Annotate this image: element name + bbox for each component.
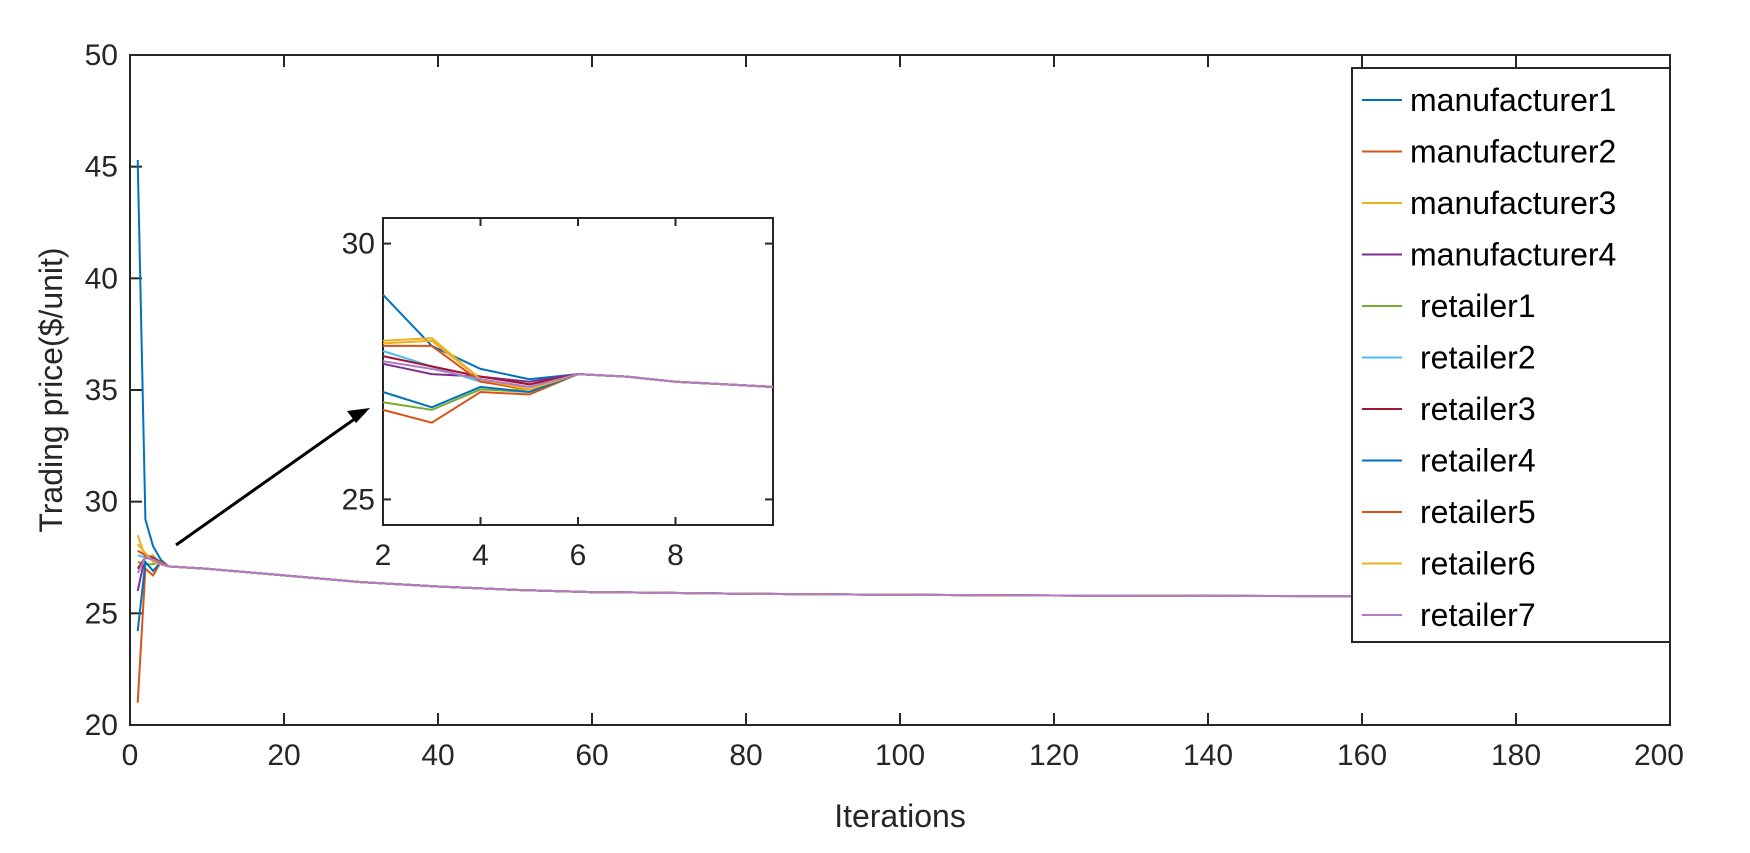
legend-item-manufacturer4: manufacturer4	[1362, 237, 1616, 273]
y-tick-label: 20	[85, 709, 118, 742]
legend-label: manufacturer1	[1410, 82, 1616, 118]
legend-label: retailer6	[1420, 546, 1536, 582]
legend-item-retailer6: retailer6	[1362, 546, 1536, 582]
legend-item-retailer2: retailer2	[1362, 340, 1536, 376]
x-axis-label: Iterations	[834, 798, 966, 834]
zoom-inset: 25 30 2 4 6 8	[342, 217, 774, 572]
legend-item-retailer5: retailer5	[1362, 494, 1536, 530]
inset-axes: 25 30 2 4 6 8	[342, 218, 773, 572]
inset-x-tick-label: 4	[472, 539, 489, 572]
legend-label: manufacturer4	[1410, 237, 1616, 273]
legend-label: manufacturer3	[1410, 185, 1616, 221]
inset-x-tick-label: 8	[667, 539, 684, 572]
series-line-retailer7	[136, 556, 1671, 598]
y-tick-label: 40	[85, 262, 118, 295]
zoom-arrow-line	[175, 416, 357, 547]
x-tick-label: 180	[1491, 739, 1541, 772]
inset-x-tick-label: 2	[375, 539, 392, 572]
x-tick-label: 140	[1183, 739, 1233, 772]
x-tick-label: 200	[1634, 739, 1684, 772]
y-tick-label: 25	[85, 597, 118, 630]
legend-label: retailer4	[1420, 443, 1536, 479]
inset-series-lines	[382, 294, 774, 424]
x-tick-label: 120	[1029, 739, 1079, 772]
legend-item-manufacturer2: manufacturer2	[1362, 134, 1616, 170]
legend-label: retailer1	[1420, 288, 1536, 324]
y-tick-label: 35	[85, 374, 118, 407]
legend-item-retailer7: retailer7	[1362, 597, 1536, 633]
legend-box	[1351, 67, 1671, 643]
legend-label: retailer5	[1420, 494, 1536, 530]
legend-item-retailer3: retailer3	[1362, 391, 1536, 427]
inset-y-tick-label: 30	[342, 228, 375, 261]
legend-label: retailer2	[1420, 340, 1536, 376]
y-tick-label: 30	[85, 486, 118, 519]
legend-item-manufacturer3: manufacturer3	[1362, 185, 1616, 221]
inset-y-tick-label: 25	[342, 483, 375, 516]
y-tick-label: 45	[85, 151, 118, 184]
legend-item-manufacturer1: manufacturer1	[1362, 82, 1616, 118]
x-tick-label: 40	[421, 739, 454, 772]
zoom-arrow-head	[347, 408, 370, 423]
legend-label: manufacturer2	[1410, 134, 1616, 170]
y-axis-label: Trading price($/unit)	[33, 247, 69, 532]
legend: manufacturer1 manufacturer2 manufacturer3 m…	[1351, 67, 1671, 643]
x-tick-label: 100	[875, 739, 925, 772]
inset-series-line-retailer7	[382, 360, 774, 388]
legend-label: retailer3	[1420, 391, 1536, 427]
legend-item-retailer1: retailer1	[1362, 288, 1536, 324]
legend-label: retailer7	[1420, 597, 1536, 633]
legend-item-retailer4: retailer4	[1362, 443, 1536, 479]
inset-x-tick-label: 6	[570, 539, 587, 572]
x-tick-label: 80	[729, 739, 762, 772]
x-tick-label: 20	[267, 739, 300, 772]
x-tick-label: 0	[122, 739, 139, 772]
series-lines	[136, 159, 1671, 703]
x-tick-label: 60	[575, 739, 608, 772]
x-axis: 0 20 40 60 80 100 120 140 160 180 200	[122, 55, 1684, 772]
y-axis: 20 25 30 35 40 45 50	[85, 39, 1670, 742]
x-tick-label: 160	[1337, 739, 1387, 772]
y-tick-label: 50	[85, 39, 118, 72]
zoom-arrow	[175, 408, 370, 547]
